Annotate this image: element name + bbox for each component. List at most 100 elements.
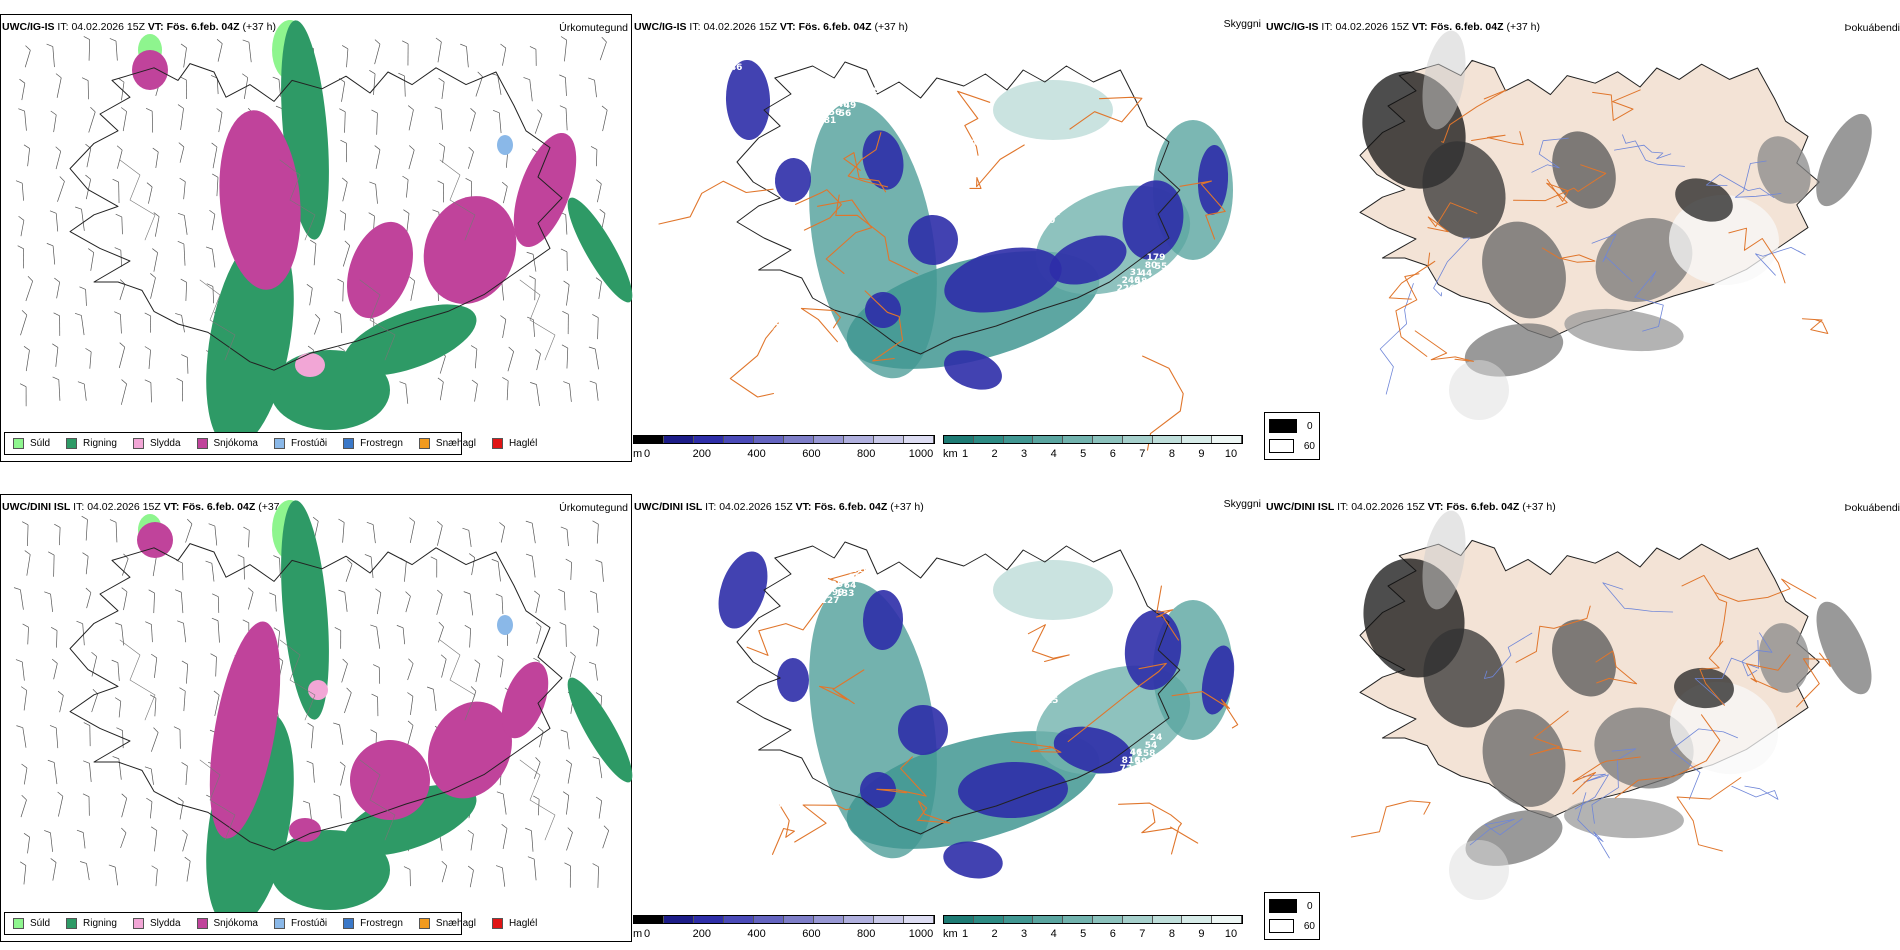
colorbar-tick: 2 [991, 448, 998, 460]
vis-value-label: 816 [1122, 756, 1141, 766]
vis-m-area [908, 215, 958, 265]
barb-feather [212, 173, 219, 178]
barb-feather [563, 381, 570, 385]
barb-shaft [248, 530, 250, 548]
barb-feather [464, 625, 471, 629]
barb-shaft [408, 149, 415, 170]
colorbar-cell [944, 916, 974, 923]
wind-barb [501, 181, 508, 204]
river-line [1531, 137, 1569, 173]
barb-shaft [81, 315, 85, 336]
wind-barb [560, 526, 569, 547]
barb-feather [529, 46, 537, 50]
fog-shading [1552, 619, 1616, 697]
wind-barb [88, 106, 96, 133]
barb-feather [146, 797, 153, 802]
road-line [1529, 710, 1582, 756]
legend-swatch [491, 918, 503, 929]
wind-barb [599, 36, 607, 61]
legend-item: Frostúði [273, 438, 327, 449]
wind-barb [588, 346, 599, 370]
colorbar-tick: 9 [1198, 928, 1205, 940]
barb-shaft [154, 216, 160, 237]
barb-feather [19, 383, 27, 388]
barb-shaft [372, 524, 376, 544]
barb-shaft [594, 348, 599, 370]
barb-feather [535, 349, 541, 354]
barb-shaft [531, 830, 534, 852]
barb-shaft [502, 47, 507, 66]
road-line [1067, 662, 1167, 743]
vis-value-label: 127 [764, 803, 783, 813]
barb-shaft [91, 656, 97, 677]
wind-barb [112, 178, 120, 204]
wind-barb [115, 213, 123, 235]
barb-feather [501, 181, 508, 187]
barb-shaft [20, 314, 28, 336]
wind-barb [120, 107, 127, 132]
rain-area [567, 197, 633, 303]
wind-barb [213, 690, 220, 717]
colorbar-cell [1063, 436, 1093, 443]
wind-barb [79, 286, 87, 306]
barb-shaft [148, 349, 151, 369]
fog-shading [1595, 218, 1693, 302]
panel-header: UWC/DINI ISL IT: 04.02.2026 15Z VT: Fös.… [1266, 501, 1556, 513]
barb-feather [21, 794, 27, 801]
vis-m-area [1122, 180, 1184, 260]
barb-shaft [441, 81, 445, 100]
snow-area [347, 221, 413, 319]
wind-barb [116, 145, 123, 169]
wind-barb [19, 861, 27, 885]
vis-value-label: 48 [1135, 277, 1148, 287]
wind-barb [46, 243, 56, 265]
vis-m-area [725, 60, 771, 140]
barb-shaft [58, 796, 64, 817]
panel-header: UWC/IG-IS IT: 04.02.2026 15Z VT: Fös. 6.… [634, 21, 909, 33]
barb-feather [114, 697, 121, 702]
barb-feather [120, 107, 127, 112]
vis-m-area [898, 705, 948, 755]
barb-feather [369, 181, 376, 185]
road-line [1595, 650, 1638, 685]
wind-barb [152, 248, 158, 272]
barb-feather [346, 687, 352, 693]
wind-barb [437, 180, 444, 203]
road-line [1715, 578, 1817, 602]
vis-value-label: 186 [861, 86, 880, 96]
barb-feather [402, 175, 409, 180]
barb-feather [92, 689, 98, 695]
panel-header: UWC/IG-IS IT: 04.02.2026 15Z VT: Fös. 6.… [2, 21, 277, 33]
wind-barb [82, 552, 89, 575]
fog-legend-item: 0 [1269, 419, 1315, 433]
vis-value-label: 100 [948, 635, 967, 645]
barb-feather [559, 105, 567, 109]
barb-shaft [85, 556, 89, 575]
barb-feather [44, 591, 51, 595]
snow-area [219, 110, 301, 290]
road-line [1728, 227, 1786, 284]
barb-feather [212, 593, 219, 597]
colorbar-unit: km [943, 448, 958, 460]
wind-barb [50, 110, 57, 133]
barb-shaft [602, 110, 608, 132]
barb-shaft [53, 663, 58, 680]
wind-barb [464, 625, 471, 648]
legend-item: Rigning [66, 918, 117, 929]
wind-barb [566, 827, 573, 851]
colorbar-tick: 3 [1021, 448, 1028, 460]
fog-shading [1758, 623, 1810, 693]
barb-shaft [407, 663, 414, 681]
legend-item: Snjókoma [196, 918, 258, 929]
wind-barb [272, 76, 281, 97]
wind-barb [177, 104, 184, 131]
vis-value-label: 285 [739, 809, 758, 819]
wind-barb [17, 245, 25, 269]
vis-value-label: 101 [759, 314, 778, 324]
visibility-map-top: 1468197691007156100659226184740359602464… [658, 60, 1233, 451]
visibility-panel-top: UWC/IG-IS IT: 04.02.2026 15Z VT: Fös. 6.… [633, 10, 1263, 462]
barb-feather [562, 791, 569, 796]
wind-barb [182, 829, 188, 852]
wind-barb [180, 43, 187, 68]
barb-shaft [153, 252, 158, 272]
